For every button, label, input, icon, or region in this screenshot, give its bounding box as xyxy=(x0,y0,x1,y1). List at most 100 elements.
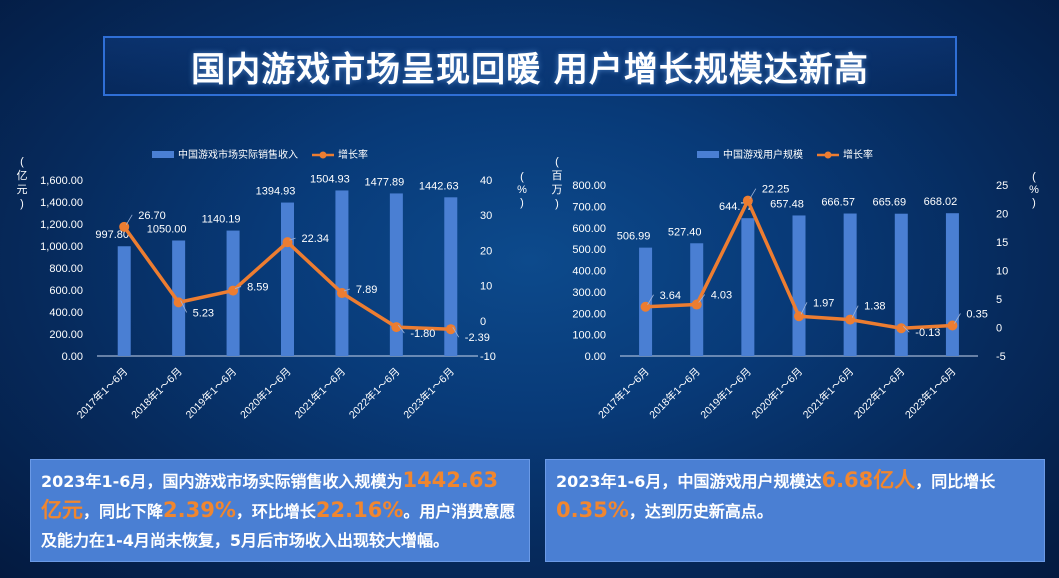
y-axis-title-right: ) xyxy=(520,197,524,209)
bar-label: 506.99 xyxy=(617,231,651,243)
growth-label: 7.89 xyxy=(356,284,377,296)
label-leader xyxy=(343,288,351,292)
bar xyxy=(281,202,294,356)
x-tick-label: 2021年1～6月 xyxy=(292,365,348,421)
y-axis-title-right: ( xyxy=(1032,171,1036,183)
x-tick-label: 2019年1～6月 xyxy=(183,365,239,421)
y-axis-title-left: 亿 xyxy=(17,169,28,182)
note-text: 。用户消费意愿及能力在1-4月尚未恢复，5月后市场收入出现较大增幅。 xyxy=(41,502,516,550)
y-tick-left: 500.00 xyxy=(572,244,606,256)
note-highlight: 0.35% xyxy=(556,498,629,522)
growth-label: 4.03 xyxy=(711,290,732,302)
bar-label: 666.57 xyxy=(821,197,855,209)
legend-label: 增长率 xyxy=(843,148,873,161)
x-tick-label: 2018年1～6月 xyxy=(647,365,703,421)
y-tick-left: 800.00 xyxy=(49,263,83,275)
bar-label: 657.48 xyxy=(770,198,804,210)
y-tick-right: 20 xyxy=(996,209,1008,221)
growth-label: 0.35 xyxy=(966,309,987,321)
legend-label: 增长率 xyxy=(338,148,368,161)
growth-point xyxy=(896,323,907,334)
growth-point xyxy=(173,297,184,308)
y-tick-right: 0 xyxy=(480,316,486,328)
growth-point xyxy=(794,311,804,322)
legend-swatch-marker xyxy=(824,151,832,159)
bar-label: 527.40 xyxy=(668,226,702,238)
y-tick-right: -5 xyxy=(996,351,1006,363)
label-leader xyxy=(800,302,808,315)
bar xyxy=(894,213,908,356)
users-chart: 中国游戏用户规模 增长率 (百万) (%) 0.00 100.00 200.00 300.00… xyxy=(552,148,1040,421)
bar-label: 1140.19 xyxy=(202,214,241,226)
y-axis-title-right: ( xyxy=(520,171,524,183)
note-highlight: 6.68亿人 xyxy=(821,468,916,492)
users-note: 2023年1-6月，中国游戏用户规模达6.68亿人，同比增长 0.35%，达到历史… xyxy=(545,459,1045,562)
revenue-note: 2023年1-6月，国内游戏市场实际销售收入规模为1442.63亿元，同比下降2… xyxy=(30,459,530,562)
bar xyxy=(117,246,131,356)
y-axis-title-left: 元 xyxy=(17,184,28,196)
x-tick-label: 2022年1～6月 xyxy=(346,365,402,421)
bar-label: 1477.89 xyxy=(364,176,404,188)
note-highlight: 2.39% xyxy=(163,498,236,522)
x-tick-label: 2020年1～6月 xyxy=(749,365,805,421)
label-leader xyxy=(452,327,460,338)
label-leader xyxy=(289,237,296,241)
y-tick-left: 600.00 xyxy=(49,285,83,297)
y-tick-left: 400.00 xyxy=(572,266,606,278)
y-tick-right: 25 xyxy=(996,180,1008,192)
legend-label: 中国游戏用户规模 xyxy=(723,148,803,161)
y-axis-title-right: % xyxy=(517,184,527,196)
y-tick-left: 400.00 xyxy=(49,307,83,319)
y-axis-title-left: ( xyxy=(555,156,559,168)
title-banner: 国内游戏市场呈现回暖 用户增长规模达新高 xyxy=(103,36,957,96)
note-text: ，同比下降 xyxy=(83,502,164,521)
growth-label: 26.70 xyxy=(138,210,166,222)
y-axis-title-right: % xyxy=(1029,184,1039,196)
y-tick-right: 10 xyxy=(480,281,492,293)
note-highlight: 22.16% xyxy=(315,498,404,522)
page-title: 国内游戏市场呈现回暖 用户增长规模达新高 xyxy=(191,49,869,90)
bar-label: 1504.93 xyxy=(310,173,350,185)
growth-label: 5.23 xyxy=(193,307,214,319)
growth-point xyxy=(228,285,239,296)
bar xyxy=(843,213,857,356)
y-tick-right: 5 xyxy=(996,294,1002,306)
y-tick-right: -10 xyxy=(480,351,496,363)
y-tick-left: 1,200.00 xyxy=(40,219,83,231)
y-axis-title-left: 百 xyxy=(552,170,563,182)
y-axis-title-left: 万 xyxy=(552,184,563,196)
label-leader xyxy=(234,286,242,289)
bar xyxy=(335,190,349,356)
growth-point xyxy=(282,237,293,248)
growth-point xyxy=(640,301,651,312)
note-text: ，环比增长 xyxy=(235,502,316,521)
bar-label: 997.80 xyxy=(95,229,129,241)
note-highlight: 1442.63亿元 xyxy=(41,468,499,522)
x-tick-label: 2017年1～6月 xyxy=(74,365,130,421)
y-tick-right: 15 xyxy=(996,237,1008,249)
growth-label: -0.13 xyxy=(915,327,940,339)
growth-label: 3.64 xyxy=(660,290,681,302)
y-tick-left: 600.00 xyxy=(572,223,606,235)
bar-label: 665.69 xyxy=(872,197,906,209)
label-leader xyxy=(647,294,654,305)
label-leader xyxy=(125,214,133,226)
y-tick-right: 10 xyxy=(996,266,1008,278)
growth-label: -2.39 xyxy=(465,332,490,344)
y-tick-left: 0.00 xyxy=(62,351,83,363)
y-axis-title-right: ) xyxy=(1032,197,1036,209)
y-tick-left: 200.00 xyxy=(49,329,83,341)
growth-label: 22.25 xyxy=(762,184,790,196)
label-leader xyxy=(851,305,859,318)
label-leader xyxy=(954,313,961,324)
y-axis-title-left: ) xyxy=(555,198,559,210)
bar-label: 1050.00 xyxy=(147,224,187,236)
growth-label: 22.34 xyxy=(302,233,330,245)
growth-point xyxy=(947,320,958,331)
x-tick-label: 2020年1～6月 xyxy=(237,365,293,421)
x-tick-label: 2017年1～6月 xyxy=(595,365,651,421)
label-leader xyxy=(749,188,757,199)
y-tick-right: 30 xyxy=(480,210,492,222)
legend-swatch-bar xyxy=(697,151,719,158)
bar xyxy=(444,197,458,356)
